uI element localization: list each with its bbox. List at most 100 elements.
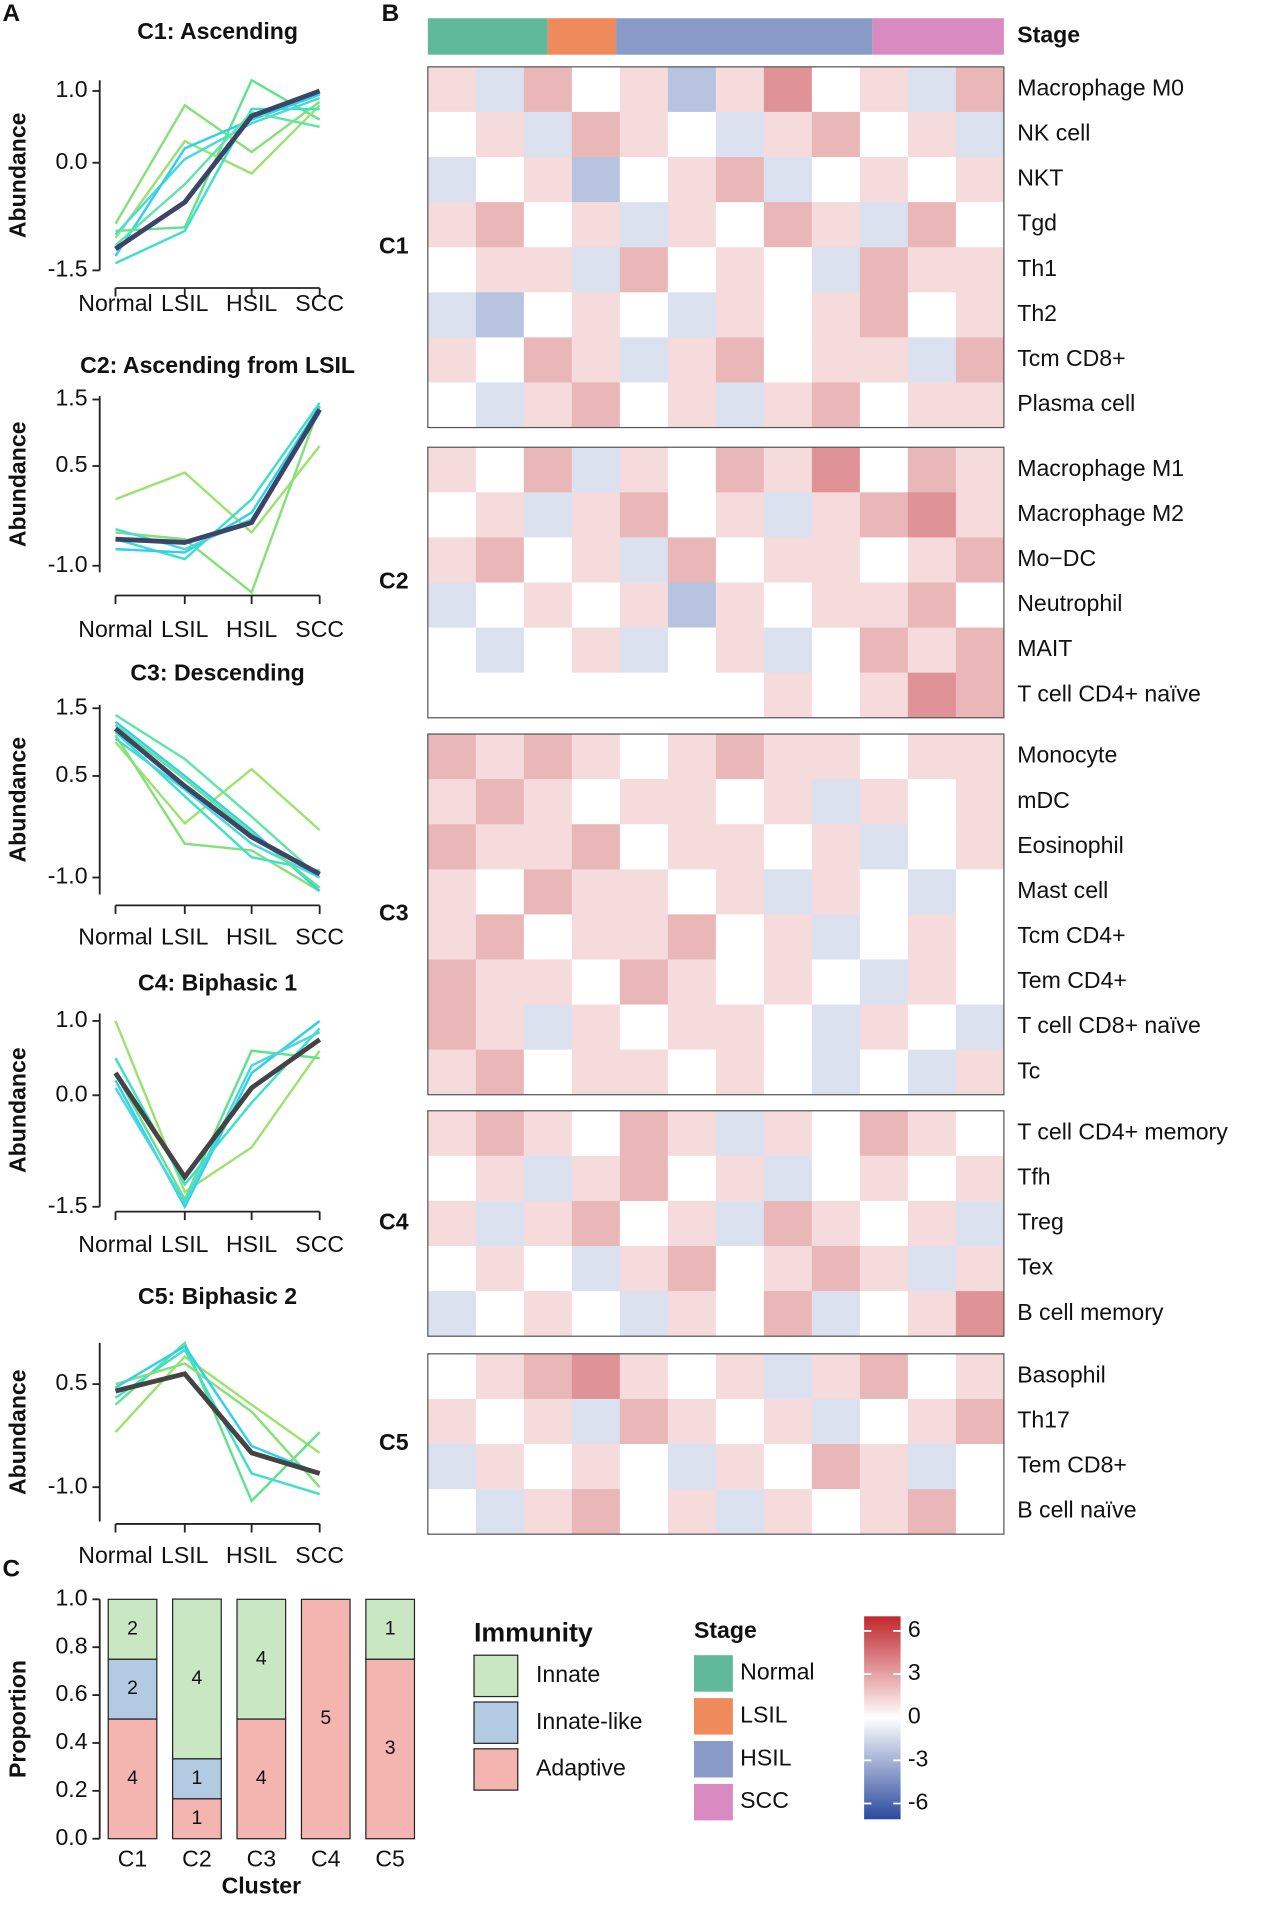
heat-cell: [619, 292, 669, 338]
heat-cell: [859, 914, 909, 960]
x-tick-label: HSIL: [226, 290, 277, 316]
heat-cell: [907, 247, 957, 293]
line-series: [114, 1371, 321, 1476]
heat-cell: [811, 1110, 861, 1157]
chart-title: C3: Descending: [130, 660, 304, 686]
heat-cell: [427, 492, 477, 538]
cluster-label: C3: [379, 899, 409, 925]
heat-cell: [859, 1049, 909, 1096]
y-axis-label: Proportion: [5, 1660, 31, 1778]
heat-cell: [907, 914, 957, 960]
y-axis-label: Abundance: [5, 737, 31, 863]
heat-cell: [667, 382, 717, 428]
line-series: [113, 1037, 322, 1182]
heat-cell: [907, 1049, 957, 1096]
heat-cell: [955, 382, 1005, 428]
legend-label: HSIL: [740, 1744, 791, 1770]
heat-cell: [859, 672, 909, 719]
heat-cell: [811, 157, 861, 203]
panel-letter: A: [2, 0, 20, 27]
heat-cell: [715, 779, 765, 825]
heat-cell: [955, 672, 1005, 719]
heat-cell: [715, 1489, 765, 1535]
row-label: Mast cell: [1017, 877, 1108, 903]
heat-cell: [667, 1155, 717, 1202]
heat-cell: [715, 627, 765, 674]
heat-cell: [715, 157, 765, 203]
heat-cell: [523, 447, 573, 493]
heat-cell: [667, 869, 717, 915]
heat-cell: [955, 1353, 1005, 1400]
heat-cell: [907, 1291, 957, 1337]
heat-cell: [955, 157, 1005, 203]
legend-label: Normal: [740, 1659, 814, 1685]
heat-cell: [667, 1004, 717, 1051]
heat-cell: [571, 1398, 621, 1445]
legend-label: SCC: [740, 1787, 789, 1813]
heat-cell: [475, 157, 525, 203]
x-tick-label: C2: [182, 1846, 212, 1872]
heat-cell: [811, 824, 861, 870]
heat-cell: [907, 292, 957, 338]
heat-cell: [955, 959, 1005, 1005]
heat-cell: [571, 824, 621, 870]
heat-cell: [715, 111, 765, 158]
row-label: Basophil: [1017, 1361, 1106, 1387]
heat-cell: [475, 1110, 525, 1157]
line-series: [115, 405, 321, 595]
x-tick-label: HSIL: [226, 616, 277, 642]
heat-cell: [475, 779, 525, 825]
heat-cell: [811, 1353, 861, 1400]
y-tick-label: 1.0: [55, 76, 87, 102]
heat-cell: [955, 734, 1005, 780]
heat-cell: [427, 111, 477, 158]
heat-cell: [667, 202, 717, 248]
legend-swatch: [693, 1655, 733, 1692]
count-label: 4: [256, 1647, 267, 1669]
heat-cell: [763, 734, 813, 780]
heat-cell: [715, 202, 765, 248]
line-series: [114, 1027, 321, 1187]
heat-cell: [763, 1004, 813, 1051]
heat-cell: [667, 66, 717, 113]
heat-cell: [811, 292, 861, 338]
heat-cell: [571, 1489, 621, 1535]
heat-cell: [955, 1246, 1005, 1292]
heat-cell: [667, 779, 717, 825]
line-series: [114, 1340, 321, 1504]
heat-cell: [907, 1353, 957, 1400]
heat-cell: [619, 1246, 669, 1292]
heat-cell: [475, 1291, 525, 1337]
y-tick-label: 0.0: [55, 1080, 87, 1106]
heat-cell: [475, 1155, 525, 1202]
y-axis-label: Abundance: [5, 1047, 31, 1173]
heat-cell: [811, 959, 861, 1005]
heat-cell: [715, 824, 765, 870]
heat-cell: [715, 1004, 765, 1051]
line-series: [115, 408, 322, 545]
row-label: Neutrophil: [1017, 590, 1122, 616]
heat-cell: [955, 1110, 1005, 1157]
row-label: Tfh: [1017, 1163, 1050, 1189]
heat-cell: [811, 337, 861, 383]
line-series: [115, 1362, 321, 1488]
heat-cell: [427, 1246, 477, 1292]
heat-cell: [571, 247, 621, 293]
heat-cell: [523, 1049, 573, 1096]
heat-cell: [619, 337, 669, 383]
heat-cell: [715, 959, 765, 1005]
heat-cell: [811, 627, 861, 674]
heat-cell: [619, 1353, 669, 1400]
panel-letter: C: [2, 1556, 20, 1583]
heat-cell: [859, 627, 909, 674]
heat-cell: [523, 1444, 573, 1490]
legend-swatch: [693, 1741, 733, 1778]
count-label: 4: [256, 1767, 267, 1789]
chart-title: C5: Biphasic 2: [138, 1283, 297, 1309]
heat-cell: [811, 1398, 861, 1445]
heat-cell: [427, 914, 477, 960]
heat-cell: [475, 1353, 525, 1400]
heat-cell: [571, 1049, 621, 1096]
line-series: [114, 1020, 321, 1194]
